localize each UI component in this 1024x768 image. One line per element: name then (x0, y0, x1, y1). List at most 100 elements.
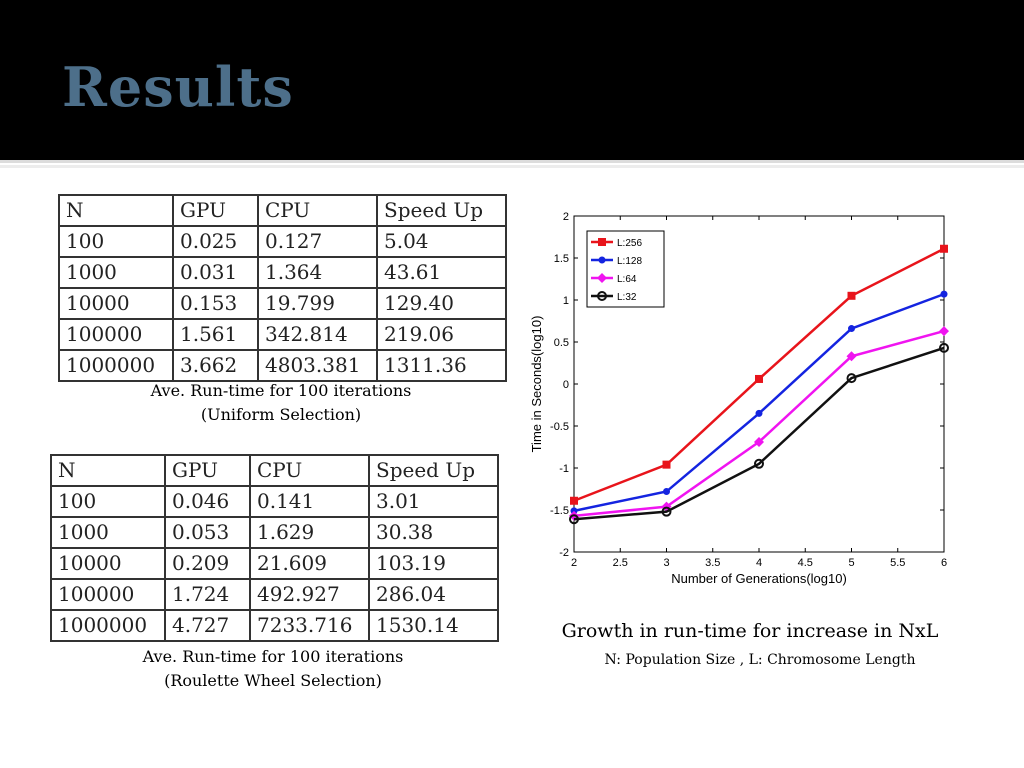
x-tick-label: 5.5 (890, 557, 905, 569)
header-cell-gpu: GPU (172, 194, 259, 227)
table-row: 100000 1.561 342.814 219.06 (58, 318, 507, 351)
legend-entry: L:256 (617, 238, 642, 249)
y-tick-label: -0.5 (550, 421, 569, 433)
header-cell-n: N (50, 454, 166, 487)
data-point (754, 436, 764, 447)
data-point (663, 488, 670, 496)
table-cell: 103.19 (368, 547, 499, 580)
data-point (754, 458, 764, 469)
data-point (755, 374, 763, 383)
data-point (569, 514, 579, 525)
data-point (940, 244, 948, 253)
table-cell: 1.724 (164, 578, 251, 611)
data-point (848, 325, 855, 333)
roulette-selection-table: N GPU CPU Speed Up 100 0.046 0.141 3.01 … (50, 454, 499, 642)
header-cell-speedup: Speed Up (376, 194, 507, 227)
legend-marker (597, 273, 607, 283)
x-tick-label: 4.5 (798, 557, 813, 569)
table-row: 100000 1.724 492.927 286.04 (50, 578, 499, 611)
y-axis-label: Time in Seconds(log10) (529, 316, 544, 453)
table-cell: 0.153 (172, 287, 259, 320)
data-point (939, 326, 949, 337)
runtime-growth-chart: 2 2.5 3 3.5 4 4.5 5 5.5 6 -2 -1.5 -1 -0.5 0 0.5 1 1.5 2 Nu… (529, 211, 949, 586)
table-cell: 3.662 (172, 349, 259, 382)
table-cell: 100000 (58, 318, 174, 351)
table-row: 1000 0.053 1.629 30.38 (50, 516, 499, 549)
header-cell-gpu: GPU (164, 454, 251, 487)
caption-line: (Roulette Wheel Selection) (164, 671, 382, 690)
table-row: 10000 0.209 21.609 103.19 (50, 547, 499, 580)
table-header-row: N GPU CPU Speed Up (58, 194, 507, 227)
table-cell: 129.40 (376, 287, 507, 320)
table-cell: 4803.381 (257, 349, 378, 382)
table-cell: 30.38 (368, 516, 499, 549)
table-cell: 43.61 (376, 256, 507, 289)
table-cell: 1.629 (249, 516, 370, 549)
table-row: 100 0.025 0.127 5.04 (58, 225, 507, 258)
data-point (846, 351, 857, 362)
legend-entry: L:128 (617, 256, 642, 267)
data-point (847, 291, 856, 300)
data-point (846, 373, 857, 384)
table-cell: 5.04 (376, 225, 507, 258)
y-tick-label: 1.5 (554, 253, 569, 265)
legend-entry: L:64 (617, 274, 637, 285)
chart-caption-subtitle: N: Population Size , L: Chromosome Lengt… (604, 652, 916, 668)
table-cell: 0.127 (257, 225, 378, 258)
x-tick-label: 3.5 (705, 557, 720, 569)
table-cell: 0.053 (164, 516, 251, 549)
header-cell-n: N (58, 194, 174, 227)
data-point (755, 409, 763, 417)
header-cell-speedup: Speed Up (368, 454, 499, 487)
y-tick-label: 2 (563, 211, 569, 223)
x-tick-label: 2.5 (613, 557, 628, 569)
series-line (573, 346, 945, 521)
table-cell: 1530.14 (368, 609, 499, 642)
y-tick-label: -1 (559, 463, 569, 475)
table-cell: 1311.36 (376, 349, 507, 382)
chart-caption-title: Growth in run-time for increase in NxL (561, 620, 939, 642)
table-row: 100 0.046 0.141 3.01 (50, 485, 499, 518)
header-divider (0, 160, 1024, 163)
table-cell: 0.141 (249, 485, 370, 518)
table-cell: 100 (50, 485, 166, 518)
table-row: 1000000 4.727 7233.716 1530.14 (50, 609, 499, 642)
table-cell: 19.799 (257, 287, 378, 320)
x-axis-label: Number of Generations(log10) (671, 571, 847, 586)
table-cell: 10000 (50, 547, 166, 580)
uniform-selection-table: N GPU CPU Speed Up 100 0.025 0.127 5.04 … (58, 194, 507, 382)
table-row: 1000 0.031 1.364 43.61 (58, 256, 507, 289)
table-cell: 1000000 (58, 349, 174, 382)
table-cell: 3.01 (368, 485, 499, 518)
y-tick-label: -2 (559, 547, 569, 559)
data-point (662, 460, 671, 469)
caption-line: Ave. Run-time for 100 iterations (150, 381, 412, 400)
table-cell: 0.025 (172, 225, 259, 258)
table-cell: 100 (58, 225, 174, 258)
table-cell: 1000000 (50, 609, 166, 642)
data-point (939, 342, 949, 353)
data-point (570, 507, 578, 515)
y-tick-label: 0.5 (554, 337, 569, 349)
x-tick-label: 3 (663, 557, 669, 569)
table-cell: 7233.716 (249, 609, 370, 642)
table-cell: 342.814 (257, 318, 378, 351)
table-cell: 219.06 (376, 318, 507, 351)
x-tick-label: 5 (848, 557, 854, 569)
header-cell-cpu: CPU (257, 194, 378, 227)
table-cell: 4.727 (164, 609, 251, 642)
table-row: 1000000 3.662 4803.381 1311.36 (58, 349, 507, 382)
table-row: 10000 0.153 19.799 129.40 (58, 287, 507, 320)
y-tick-label: 1 (563, 295, 569, 307)
table-cell: 1.364 (257, 256, 378, 289)
caption-line: Ave. Run-time for 100 iterations (142, 647, 404, 666)
data-point (661, 506, 672, 517)
table-cell: 10000 (58, 287, 174, 320)
header-cell-cpu: CPU (249, 454, 370, 487)
table-cell: 100000 (50, 578, 166, 611)
x-tick-label: 4 (756, 557, 762, 569)
table-cell: 286.04 (368, 578, 499, 611)
slide-header: Results (0, 0, 1024, 160)
table-cell: 21.609 (249, 547, 370, 580)
legend-marker (598, 256, 606, 264)
